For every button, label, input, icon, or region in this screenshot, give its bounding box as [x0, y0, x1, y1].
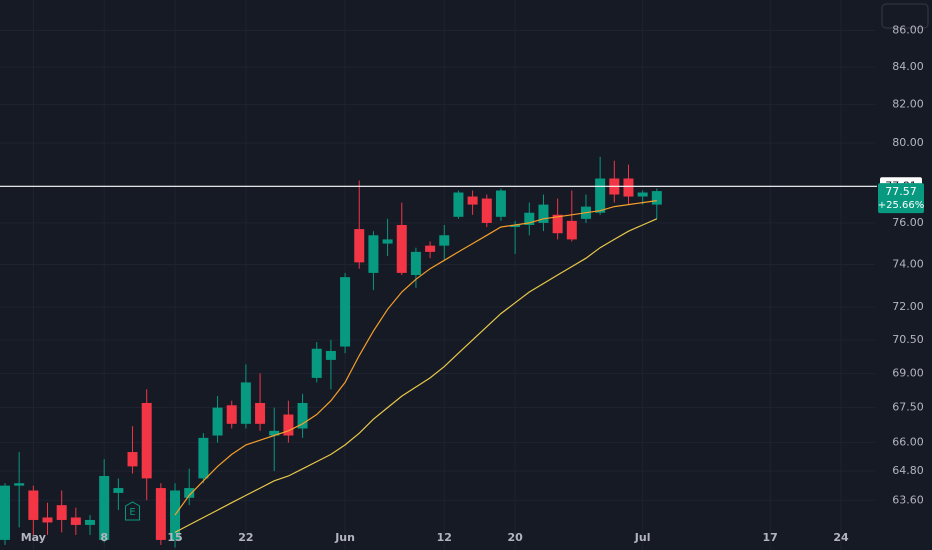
candle-body: [453, 192, 464, 217]
candle-body: [0, 485, 10, 540]
candle-body: [113, 488, 124, 493]
y-tick-label: 66.00: [892, 436, 924, 449]
candle-body: [212, 407, 223, 436]
candle-body: [354, 229, 365, 263]
x-tick-label: 20: [507, 531, 523, 544]
candle-body: [467, 196, 478, 205]
candle-body: [297, 402, 308, 429]
candle-body: [524, 212, 535, 225]
x-tick-label: 15: [167, 531, 182, 544]
y-tick-label: 76.00: [892, 216, 924, 229]
x-tick-label: 8: [100, 531, 108, 544]
last-price-label: 77.57: [885, 185, 917, 198]
plot: [0, 156, 662, 548]
candle-body: [382, 239, 393, 244]
candle-body: [14, 483, 25, 486]
y-tick-label: 67.50: [892, 401, 924, 414]
candle-body: [495, 190, 506, 217]
candle-body: [28, 490, 39, 520]
candle-body: [85, 519, 96, 525]
y-tick-label: 70.50: [892, 333, 924, 346]
earnings-icon: [125, 501, 141, 521]
y-tick-label: 64.80: [892, 464, 924, 477]
candle-body: [70, 517, 81, 525]
candle-body: [651, 191, 662, 205]
x-tick-label: 24: [833, 531, 849, 544]
change-label: +25.66%: [878, 200, 925, 211]
y-tick-label: 82.00: [892, 98, 924, 111]
y-tick-label: 74.00: [892, 257, 924, 270]
candle-body: [368, 235, 379, 273]
candle-body: [396, 224, 407, 273]
candle-body: [127, 452, 138, 467]
settings-button[interactable]: [881, 3, 929, 29]
x-tick-label: May: [21, 531, 46, 544]
candle-body: [623, 178, 634, 197]
candle-body: [566, 220, 577, 240]
candle-body: [141, 402, 152, 479]
candle-body: [255, 402, 266, 424]
candle-body: [155, 488, 166, 540]
candle-body: [283, 414, 294, 436]
candle-body: [538, 204, 549, 223]
candle-body: [311, 348, 322, 378]
candle-body: [99, 475, 110, 540]
y-tick-label: 63.60: [892, 493, 924, 506]
candle-body: [552, 214, 563, 234]
candle-body: [510, 224, 521, 228]
candle-body: [481, 198, 492, 223]
x-tick-label: Jun: [334, 531, 355, 544]
candle-body: [170, 490, 181, 540]
moving-average: [174, 218, 658, 533]
candle-body: [198, 437, 209, 479]
earnings-marker: E: [129, 507, 135, 518]
y-tick-label: 86.00: [892, 23, 924, 36]
y-tick-label: 84.00: [892, 60, 924, 73]
x-tick-label: Jul: [634, 531, 651, 544]
candle-body: [42, 517, 53, 523]
moving-average: [174, 200, 657, 516]
candle-body: [410, 251, 421, 276]
x-tick-label: 12: [437, 531, 452, 544]
last-price-box: [878, 183, 924, 214]
candle-body: [637, 192, 648, 197]
candle-body: [439, 235, 450, 246]
candle-body: [425, 245, 436, 252]
candle-body: [595, 178, 606, 213]
candle-body: [56, 505, 67, 520]
x-tick-label: 17: [763, 531, 778, 544]
candle-body: [184, 488, 195, 498]
candle-body: [226, 405, 237, 424]
y-tick-label: 72.00: [892, 300, 924, 313]
y-tick-label: 69.00: [892, 366, 924, 379]
candle-body: [340, 277, 351, 347]
candle-body: [325, 350, 336, 360]
x-tick-label: 22: [238, 531, 253, 544]
candle-body: [269, 430, 280, 436]
candle-body: [240, 382, 251, 424]
y-tick-label: 80.00: [892, 136, 924, 149]
